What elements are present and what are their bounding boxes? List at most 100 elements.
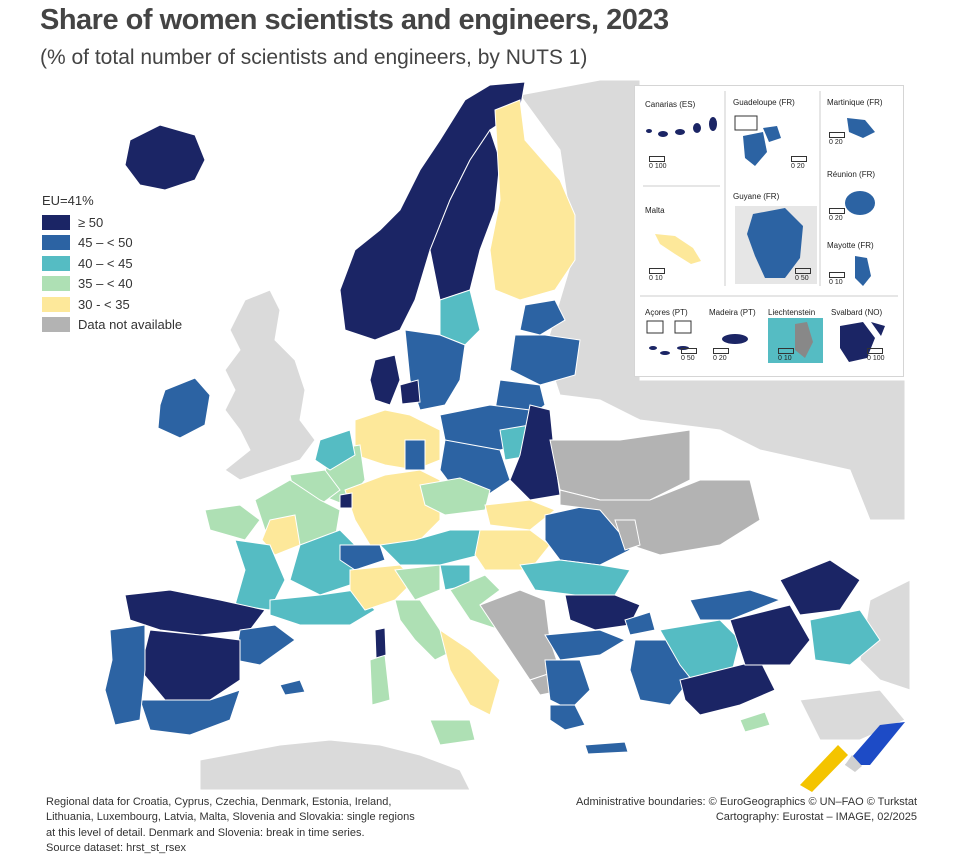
map-title: Share of women scientists and engineers,… [40, 4, 669, 36]
region-balearic [279, 679, 306, 696]
footnote-line: at this level of detail. Denmark and Slo… [46, 826, 365, 839]
region-netherlands [314, 429, 356, 471]
scale-bar: 0 20 [713, 348, 729, 362]
region-estonia [519, 299, 566, 336]
region-sardinia [369, 654, 391, 706]
inset-label-mayotte: Mayotte (FR) [827, 241, 874, 250]
region-turkey-east-central [729, 604, 811, 666]
region-corsica [374, 627, 387, 659]
legend-swatch [42, 255, 70, 271]
region-spain-central [139, 629, 241, 701]
legend-swatch [42, 317, 70, 333]
map-credits: Administrative boundaries: © EuroGeograp… [576, 795, 917, 826]
scale-bar: 0 50 [681, 348, 697, 362]
legend-item: 40 – < 45 [42, 253, 182, 274]
canarias-shapes [646, 117, 717, 137]
north-africa-land [199, 739, 471, 791]
scale-bar: 0 20 [829, 208, 845, 222]
scale-bar: 0 100 [649, 156, 667, 170]
map-subtitle: (% of total number of scientists and eng… [40, 46, 588, 69]
region-crete [584, 741, 629, 755]
scale-bar: 0 10 [829, 272, 845, 286]
region-italy-south [439, 628, 501, 716]
credits-boundaries: Administrative boundaries: © EuroGeograp… [575, 796, 917, 808]
legend-label: 45 – < 50 [78, 235, 133, 251]
region-germany-berlin [404, 439, 426, 471]
reunion-shape [845, 191, 875, 215]
scale-bar: 0 100 [867, 348, 885, 362]
inset-label-guadeloupe: Guadeloupe (FR) [733, 98, 795, 107]
region-turkey-med [679, 659, 776, 716]
region-greece-south [549, 704, 586, 731]
region-italy-northeast [394, 564, 441, 601]
footnote-source: Source dataset: hrst_st_rsex [46, 841, 187, 854]
liechtenstein-shape [795, 322, 813, 358]
inset-label-canarias: Canarias (ES) [645, 100, 696, 109]
region-germany-south [344, 469, 441, 546]
legend-item: 45 – < 50 [42, 233, 182, 254]
legend-swatch [42, 235, 70, 251]
region-france-paris [261, 514, 301, 556]
mayotte-shape [855, 256, 871, 286]
region-sweden-central [439, 289, 481, 346]
map-footnote: Regional data for Croatia, Cyprus, Czech… [46, 795, 436, 856]
region-belarus [549, 429, 691, 501]
svalbard-shapes [840, 322, 885, 362]
legend-item: Data not available [42, 315, 182, 336]
region-turkey-istanbul [624, 611, 656, 636]
footnote-line: Lithuania, Luxembourg, Latvia, Malta, Sl… [46, 811, 415, 824]
inset-label-madeira: Madeira (PT) [709, 308, 756, 317]
inset-label-reunion: Réunion (FR) [827, 170, 876, 179]
inset-label-guyane: Guyane (FR) [733, 192, 780, 201]
legend-item: ≥ 50 [42, 212, 182, 233]
region-turkey-north-east [779, 559, 861, 616]
region-iceland [124, 124, 206, 191]
scale-bar: 0 50 [795, 268, 811, 282]
scale-bar: 0 10 [649, 268, 665, 282]
legend-label: Data not available [78, 317, 183, 333]
region-france-south [269, 589, 376, 626]
region-greece-north [544, 629, 627, 661]
region-germany-north [354, 409, 441, 471]
legend-item: 30 - < 35 [42, 294, 182, 315]
legend-swatch [42, 214, 70, 230]
region-czechia [419, 477, 491, 516]
region-western-balkans [479, 589, 561, 681]
scale-bar: 0 20 [829, 132, 845, 146]
legend-label: 30 - < 35 [78, 296, 130, 312]
region-denmark [369, 354, 401, 406]
inset-label-malta: Malta [645, 206, 665, 215]
region-finland [489, 99, 576, 301]
legend-label: 40 – < 45 [78, 255, 133, 271]
region-portugal [104, 624, 146, 726]
overseas-insets-panel: Canarias (ES) Guadeloupe (FR) Martinique… [634, 85, 904, 377]
region-france-bretagne [204, 504, 261, 541]
region-switzerland [339, 544, 386, 571]
eurostat-logo [800, 722, 905, 792]
region-greece-central [544, 659, 591, 711]
guyane-shape [747, 208, 803, 278]
inset-label-liechtenstein: Liechtenstein [768, 308, 816, 317]
guadeloupe-shapes [734, 115, 781, 166]
madeira-shape [722, 334, 748, 344]
inset-label-acores: Açores (PT) [645, 308, 688, 317]
region-turkey-black-sea [689, 589, 782, 621]
insets-shapes [640, 91, 898, 363]
region-sicily [429, 719, 476, 746]
inset-label-svalbard: Svalbard (NO) [831, 308, 883, 317]
region-turkey-far-east [809, 609, 881, 666]
inset-label-martinique: Martinique (FR) [827, 98, 883, 107]
scale-bar: 0 20 [791, 156, 807, 170]
region-romania-south [519, 559, 631, 596]
legend-label: 35 – < 40 [78, 276, 133, 292]
legend-swatch [42, 296, 70, 312]
legend-title: EU=41% [42, 193, 94, 208]
scale-bar: 0 10 [778, 348, 794, 362]
region-moldova [614, 519, 641, 551]
region-cyprus [739, 711, 771, 733]
region-ukraine [559, 479, 761, 556]
legend-item: 35 – < 40 [42, 274, 182, 295]
region-denmark-east [399, 379, 421, 405]
region-slovakia [484, 499, 556, 531]
region-ireland [157, 377, 211, 439]
